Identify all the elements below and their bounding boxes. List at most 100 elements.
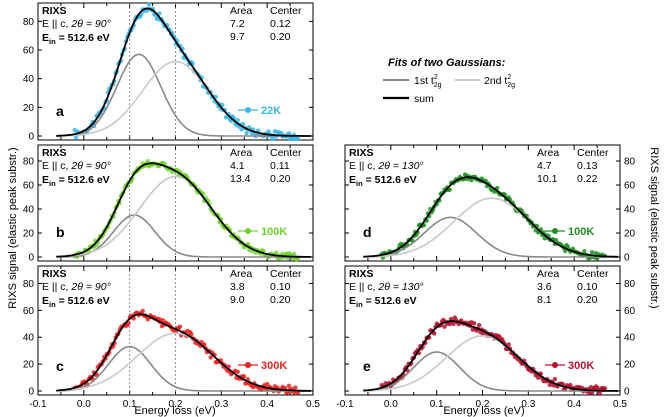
fit-curve-1st: [56, 345, 312, 392]
y-tick-label: 60: [23, 306, 35, 317]
x-tick-label: 0.2: [169, 399, 183, 410]
y-tick-label: 0: [624, 253, 630, 264]
geometry-label: E || c, 2θ = 90°: [42, 281, 111, 293]
y-axis-title-right: RIXS signal (elastic peak substr.): [648, 147, 660, 308]
data-point: [286, 383, 292, 388]
x-tick-label: 0.0: [77, 399, 91, 410]
panel-letter: c: [56, 358, 64, 374]
x-tick-label: 0.0: [384, 399, 398, 410]
x-axis-title-left: Energy loss (eV): [134, 405, 215, 417]
y-axis-title-left: RIXS signal (elastic peak substr.): [7, 147, 19, 308]
legend-label-1st: 1st t2 2g: [414, 74, 442, 89]
temperature-label: 300K: [261, 360, 287, 372]
data-point: [274, 250, 279, 255]
data-point: [469, 178, 474, 183]
temperature-label: 100K: [568, 226, 594, 238]
y-tick-label: 80: [23, 279, 35, 290]
temperature-label: 100K: [261, 226, 287, 238]
panel-c: -0.1 0.0 0.1 0.2 0.3 0.4 0.5 0 20 40 60 80 300K c RIXS…: [23, 265, 320, 410]
incident-energy-label: Ein = 512.6 eV: [349, 295, 417, 309]
data-point: [597, 391, 602, 396]
x-tick-label: 0.3: [521, 399, 535, 410]
center-header: Center: [270, 5, 302, 17]
incident-energy-label: Ein = 512.6 eV: [42, 32, 110, 46]
fit-area-value: 4.7: [537, 160, 552, 172]
rixs-label: RIXS: [42, 5, 67, 17]
data-point: [552, 376, 558, 382]
data-point: [447, 321, 452, 327]
y-tick-label: 20: [23, 103, 35, 114]
y-tick-label: 0: [28, 132, 34, 143]
y-tick-label: 60: [624, 181, 636, 192]
y-tick-label: 40: [624, 205, 636, 216]
incident-energy-label: Ein = 512.6 eV: [349, 174, 417, 188]
temp-legend-marker: [552, 228, 558, 234]
y-tick-label: 60: [624, 306, 636, 317]
data-point: [589, 250, 595, 255]
temperature-label: 22K: [261, 105, 281, 117]
fit-legend: Fits of two Gaussians: 1st t2 2g 2nd t2 2g…: [383, 57, 515, 105]
x-tick-label: 0.4: [567, 399, 581, 410]
data-point: [451, 321, 456, 327]
fit-area-value: 8.1: [537, 294, 552, 306]
fit-curve-sum: [363, 320, 619, 392]
fit-center-value: 0.12: [270, 18, 291, 30]
data-point: [295, 136, 301, 142]
data-point: [265, 381, 270, 387]
y-tick-label: 20: [23, 229, 35, 240]
y-tick-label: 20: [624, 360, 636, 371]
data-point: [189, 331, 194, 337]
area-header: Area: [537, 147, 559, 159]
x-tick-label: 0.5: [613, 399, 627, 410]
panel-letter: b: [56, 224, 65, 240]
geometry-label: E || c, 2θ = 90°: [42, 160, 111, 172]
fit-area-value: 3.6: [537, 281, 552, 293]
y-tick-label: 0: [624, 387, 630, 398]
panel-letter: a: [56, 103, 64, 119]
legend-heading: Fits of two Gaussians:: [388, 57, 506, 69]
data-point: [244, 131, 249, 136]
area-header: Area: [230, 268, 252, 280]
fit-area-value: 4.1: [230, 160, 245, 172]
data-point: [286, 131, 292, 136]
data-point: [140, 308, 145, 314]
y-tick-label: 80: [23, 157, 35, 168]
x-axis-title-right: Energy loss (eV): [443, 405, 524, 417]
fit-center-value: 0.20: [577, 294, 598, 306]
area-header: Area: [230, 5, 252, 17]
temp-legend-marker: [245, 107, 251, 113]
fit-area-value: 9.0: [230, 294, 245, 306]
fit-area-value: 3.8: [230, 281, 245, 293]
fit-curve-1st: [363, 216, 619, 258]
center-header: Center: [577, 268, 609, 280]
data-point: [536, 375, 541, 380]
y-tick-label: 20: [23, 360, 35, 371]
data-point: [291, 251, 297, 257]
y-tick-label: 60: [23, 46, 35, 57]
temperature-label: 300K: [568, 360, 594, 372]
fit-center-value: 0.20: [270, 31, 291, 43]
fit-center-value: 0.13: [577, 160, 598, 172]
y-tick-label: 0: [28, 253, 34, 264]
data-point: [602, 386, 608, 391]
x-tick-label: -0.1: [336, 399, 354, 410]
y-tick-label: 40: [23, 333, 35, 344]
y-tick-label: 80: [23, 17, 35, 28]
center-header: Center: [577, 147, 609, 159]
temp-legend-marker: [245, 362, 251, 368]
fit-area-value: 10.1: [537, 173, 558, 185]
x-tick-label: 0.1: [123, 399, 137, 410]
data-point: [293, 385, 298, 390]
y-tick-label: 20: [624, 229, 636, 240]
y-tick-label: 0: [28, 387, 34, 398]
panel-e: -0.1 0.0 0.1 0.2 0.3 0.4 0.50 20 40 60 80 300K e RIXS…: [336, 265, 636, 410]
fit-area-value: 7.2: [230, 18, 245, 30]
data-point: [582, 249, 587, 254]
panels-layer: 0 20 40 60 80 22K a RIXS E || c, 2θ = 90° Ein = 5…: [23, 2, 636, 410]
fit-center-value: 0.11: [270, 160, 290, 172]
fit-center-value: 0.20: [270, 173, 291, 185]
data-point: [241, 374, 247, 379]
x-tick-label: 0.2: [476, 399, 490, 410]
x-tick-label: 0.4: [260, 399, 274, 410]
